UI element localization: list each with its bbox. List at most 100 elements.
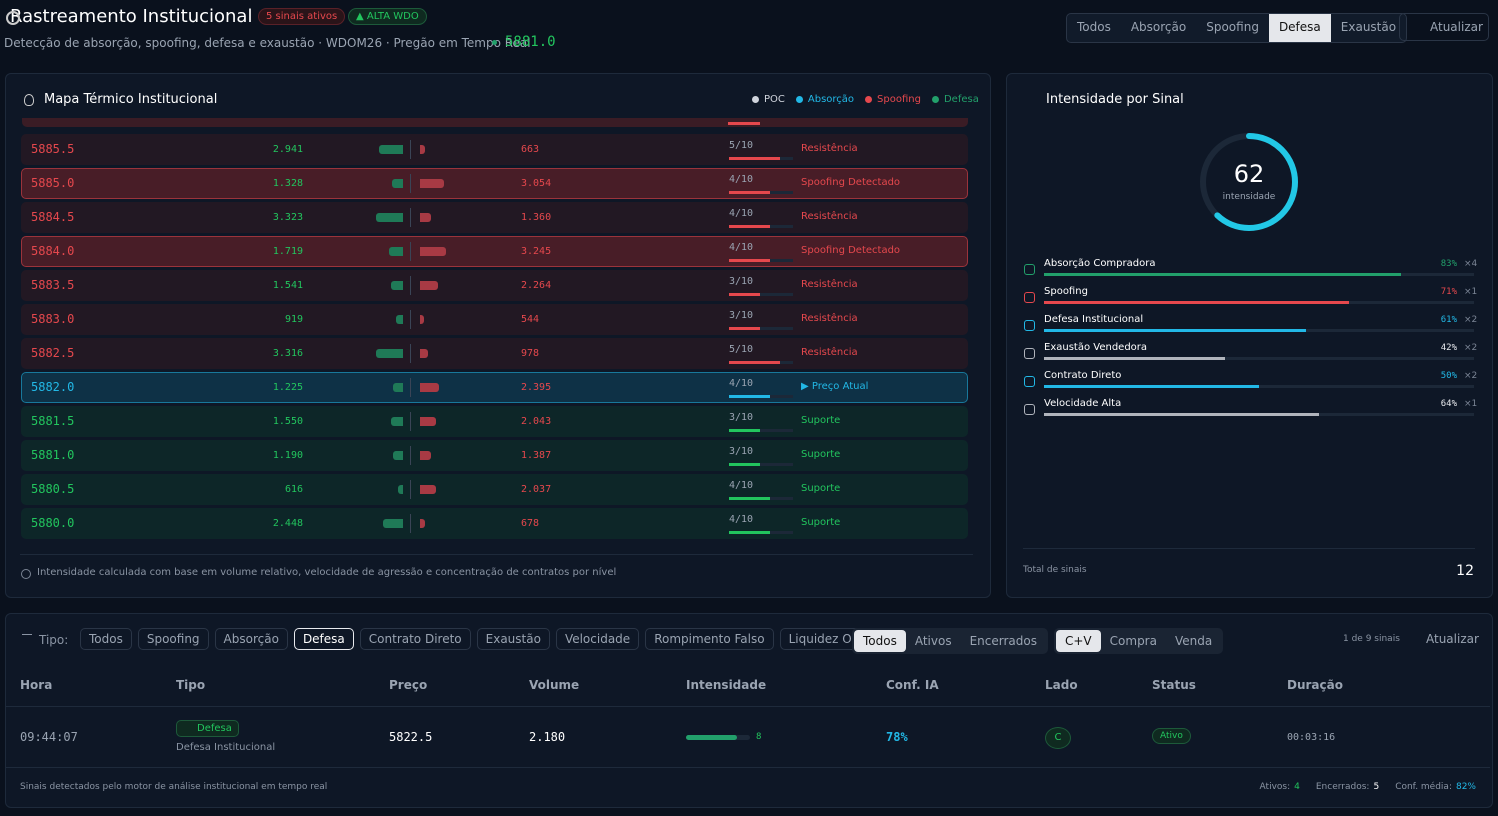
column-header[interactable]: Tipo bbox=[176, 678, 206, 692]
column-header[interactable]: Conf. IA bbox=[886, 678, 939, 692]
score: 3/10 bbox=[729, 310, 754, 321]
score-bar bbox=[729, 463, 760, 466]
type-chip[interactable]: Absorção bbox=[214, 628, 288, 650]
filter-group: Todos Absorção Spoofing Defesa Exaustão bbox=[1066, 13, 1408, 43]
side-tab[interactable]: Venda bbox=[1174, 634, 1213, 648]
icon bbox=[6, 11, 20, 25]
buy-volume: 2.448 bbox=[272, 518, 303, 529]
score: 3/10 bbox=[729, 412, 754, 423]
sell-volume: 2.264 bbox=[521, 280, 552, 291]
price-level: 5883.0 bbox=[31, 312, 75, 326]
type-chip[interactable]: Spoofing bbox=[137, 628, 209, 650]
type-chip[interactable]: Todos bbox=[80, 628, 132, 650]
signal-bar bbox=[1044, 329, 1307, 332]
column-header[interactable]: Hora bbox=[20, 678, 53, 692]
column-header[interactable]: Duração bbox=[1287, 678, 1343, 692]
price-level: 5882.0 bbox=[31, 380, 75, 394]
score-bar bbox=[729, 157, 781, 160]
buy-volume: 1.541 bbox=[272, 280, 303, 291]
divider bbox=[410, 140, 411, 159]
score-bar bbox=[729, 497, 770, 500]
type-chips: Todos Spoofing Absorção Defesa Contrato Dire… bbox=[80, 628, 896, 650]
filter-tab[interactable]: Defesa bbox=[1268, 14, 1331, 42]
row-label: Suporte bbox=[801, 449, 841, 460]
side-tab[interactable]: Compra bbox=[1109, 634, 1157, 648]
column-header[interactable]: Status bbox=[1152, 678, 1196, 692]
side-tab[interactable]: C+V bbox=[1056, 630, 1101, 652]
score: 5/10 bbox=[729, 140, 754, 151]
sell-volume: 2.037 bbox=[521, 484, 552, 495]
sell-volume: 678 bbox=[521, 518, 540, 529]
live-dot bbox=[492, 40, 497, 45]
buy-bar bbox=[398, 485, 403, 494]
signal-icon bbox=[1024, 264, 1035, 275]
heatmap-row bbox=[21, 304, 968, 335]
column-header[interactable]: Volume bbox=[529, 678, 580, 692]
type-chip[interactable]: Exaustão bbox=[476, 628, 550, 650]
row-label: Suporte bbox=[801, 483, 841, 494]
filter-tab[interactable]: Todos bbox=[1077, 20, 1111, 34]
type-chip[interactable]: Contrato Direto bbox=[359, 628, 471, 650]
sell-bar bbox=[420, 145, 426, 154]
status-tab[interactable]: Encerrados bbox=[969, 634, 1037, 648]
refresh-button[interactable]: Atualizar bbox=[1399, 13, 1489, 41]
heatmap-row bbox=[21, 474, 968, 505]
row-label: Resistência bbox=[801, 143, 858, 154]
row-label: Spoofing Detectado bbox=[801, 177, 901, 188]
column-header[interactable]: Lado bbox=[1045, 678, 1078, 692]
type-chip[interactable]: Defesa bbox=[293, 628, 354, 650]
sell-volume: 3.245 bbox=[521, 246, 552, 257]
signal-count: 1 de 9 sinais bbox=[1343, 634, 1400, 644]
score: 4/10 bbox=[729, 378, 754, 389]
column-header[interactable]: Preço bbox=[389, 678, 428, 692]
gauge-label: intensidade bbox=[1222, 192, 1276, 202]
score-bar bbox=[729, 361, 781, 364]
buy-bar bbox=[390, 281, 403, 290]
signal-count: ×2 bbox=[1464, 315, 1478, 325]
separator bbox=[6, 767, 1490, 768]
status-tab[interactable]: Ativos bbox=[914, 634, 952, 648]
filter-tab[interactable]: Exaustão bbox=[1340, 20, 1397, 34]
score-track bbox=[729, 429, 793, 432]
note: Intensidade calculada com base em volume… bbox=[37, 567, 617, 578]
refresh-link[interactable]: Atualizar bbox=[1426, 632, 1479, 646]
sell-bar bbox=[420, 179, 445, 188]
duration: 00:03:16 bbox=[1287, 732, 1336, 743]
score: 4/10 bbox=[729, 242, 754, 253]
title: Rastreamento Institucional bbox=[10, 6, 253, 27]
filter-tab[interactable]: Absorção bbox=[1130, 20, 1187, 34]
filter-tab[interactable]: Spoofing bbox=[1206, 20, 1259, 34]
signal-count: ×4 bbox=[1464, 259, 1478, 269]
divider bbox=[410, 378, 411, 397]
score-bar bbox=[729, 191, 770, 194]
gauge-arc bbox=[1200, 133, 1298, 231]
time: 09:44:07 bbox=[20, 730, 78, 744]
sell-bar bbox=[420, 213, 431, 222]
divider bbox=[410, 514, 411, 533]
separator bbox=[6, 706, 1490, 707]
signal-pct: 50% bbox=[1440, 371, 1457, 381]
heatmap-row bbox=[21, 372, 968, 403]
trend-badge: ▲ ALTA WDO bbox=[348, 8, 427, 25]
price-level: 5882.5 bbox=[31, 346, 75, 360]
side-group: C+V Compra Venda bbox=[1054, 628, 1224, 654]
signals-panel bbox=[5, 613, 1493, 808]
type-chip[interactable]: Rompimento Falso bbox=[645, 628, 774, 650]
column-header[interactable]: Intensidade bbox=[686, 678, 767, 692]
signal-bar bbox=[1044, 413, 1320, 416]
intensity-bar bbox=[686, 735, 738, 740]
type-desc: Defesa Institucional bbox=[176, 742, 276, 753]
row-label: Suporte bbox=[801, 415, 841, 426]
divider bbox=[410, 344, 411, 363]
signal-name: Velocidade Alta bbox=[1044, 398, 1122, 409]
type-chip[interactable]: Velocidade bbox=[555, 628, 640, 650]
signal-pct: 71% bbox=[1440, 287, 1457, 297]
score-bar bbox=[729, 429, 760, 432]
row-label: Spoofing Detectado bbox=[801, 245, 901, 256]
status-tab[interactable]: Todos bbox=[854, 630, 906, 652]
signal-bar bbox=[1044, 357, 1225, 360]
score-track bbox=[729, 327, 793, 330]
footer-conf: 82% bbox=[1455, 782, 1476, 792]
buy-bar bbox=[395, 315, 403, 324]
divider bbox=[410, 242, 411, 261]
